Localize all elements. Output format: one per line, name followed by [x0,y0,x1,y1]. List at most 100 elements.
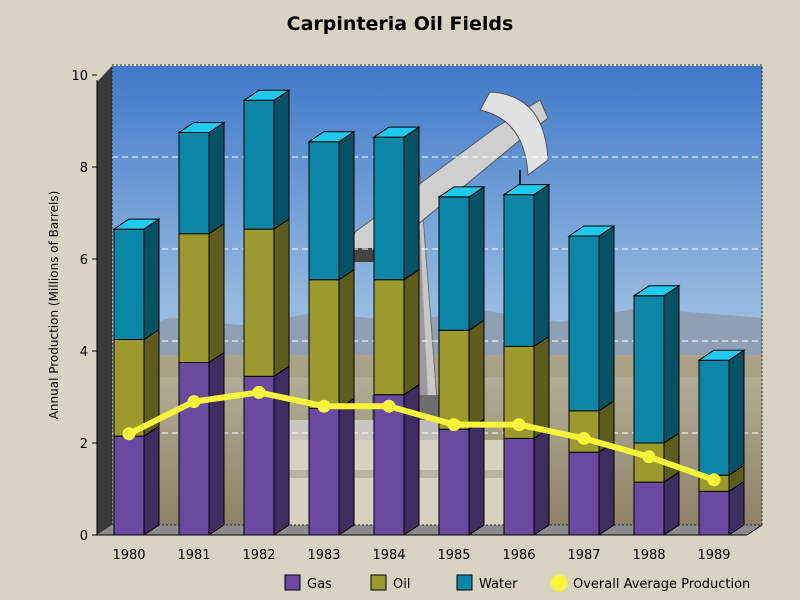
bar-side [208,351,225,536]
bar-side [338,130,355,281]
bar-water-1989 [697,349,746,477]
y-tick-label: 8 [80,161,88,176]
bar-side [533,183,550,348]
bar-front [178,132,210,235]
bar-front [633,481,665,536]
bar-front [308,141,340,281]
y-tick-label: 6 [80,253,88,268]
bar-front [113,435,145,536]
average-line [122,385,721,487]
bar-front [308,408,340,536]
legend-label: Gas [307,577,332,592]
legend-marker [550,574,568,592]
average-line-path [127,389,716,483]
chart-title: Carpinteria Oil Fields [287,13,514,35]
x-tick-label: 1988 [632,548,665,563]
floor-back-edge [746,524,763,536]
average-point-1983 [317,399,331,413]
left-wall [97,66,112,535]
bar-gas-1987 [568,441,615,536]
bar-top [697,349,746,361]
bar-oil-1984 [373,268,420,396]
bar-water-1987 [567,225,616,412]
bar-side [403,268,420,396]
x-tick-label: 1982 [242,548,275,563]
bars [112,89,746,536]
bar-front [243,228,275,377]
y-tick-label: 10 [71,69,88,84]
bar-gas-1986 [503,427,550,536]
legend-item-overall-average-production: Overall Average Production [550,574,750,592]
bar-side [208,121,225,235]
bar-side [598,441,615,536]
bar-side [468,319,485,431]
legend-item-oil: Oil [370,574,410,592]
legend-swatch [456,574,473,591]
bar-front [568,451,600,536]
average-point-1986 [512,418,526,432]
bar-front [373,394,405,536]
bar-top [502,184,551,196]
bar-front [568,235,600,412]
bar-gas-1982 [243,365,290,536]
bar-water-1986 [502,183,551,348]
bar-oil-1982 [243,218,290,378]
legend-label: Overall Average Production [573,577,750,592]
bar-side [403,383,420,536]
x-tick-label: 1980 [112,548,145,563]
bar-side [533,335,550,440]
x-tick-label: 1984 [372,548,405,563]
bar-side [273,89,290,231]
y-tick-label: 2 [80,437,88,452]
bar-side [728,349,745,477]
bar-oil-1983 [308,268,355,410]
bar-gas-1983 [308,397,355,536]
bar-gas-1980 [113,425,160,536]
average-point-1982 [252,385,266,399]
bar-front [308,279,340,410]
legend-label: Water [479,577,518,592]
bar-water-1980 [112,218,161,341]
average-point-1984 [382,399,396,413]
bar-side [143,218,160,341]
average-point-1989 [707,473,721,487]
average-point-1985 [447,418,461,432]
plot-frame [111,64,763,526]
average-point-1987 [577,431,591,445]
x-tick-label: 1986 [502,548,535,563]
bar-side [663,284,680,444]
bar-top [242,89,291,101]
legend-swatch [284,574,301,591]
bar-gas-1989 [698,480,745,536]
bar-side [403,126,420,281]
y-tick-label: 0 [80,529,88,544]
legend-item-gas: Gas [284,574,332,592]
average-point-1988 [642,450,656,464]
bar-side [273,218,290,378]
bar-front [698,359,730,476]
bar-top [632,285,681,297]
y-axis: 0 2 4 6 8 10 [71,69,98,544]
x-axis: 1980 1981 1982 1983 1984 1985 1986 1987 1988 1989 [112,548,730,563]
bar-side [468,185,485,332]
bar-side [338,268,355,410]
bar-water-1984 [372,126,421,281]
bar-front [373,136,405,281]
legend: Gas Oil Water Overall Average Production [284,574,750,592]
bar-front [178,362,210,536]
bar-gas-1981 [178,351,225,536]
y-tick-label: 4 [80,345,88,360]
bar-front [633,295,665,444]
legend-label: Oil [393,577,410,592]
bar-front [243,99,275,230]
bar-top [567,225,616,237]
bar-side [468,418,485,536]
bar-water-1982 [242,89,291,231]
legend-swatch [370,574,387,591]
average-point-1981 [187,395,201,409]
bar-gas-1984 [373,383,420,536]
bar-front [698,490,730,536]
bar-side [208,222,225,364]
bar-oil-1985 [438,319,485,431]
bar-gas-1988 [633,471,680,536]
